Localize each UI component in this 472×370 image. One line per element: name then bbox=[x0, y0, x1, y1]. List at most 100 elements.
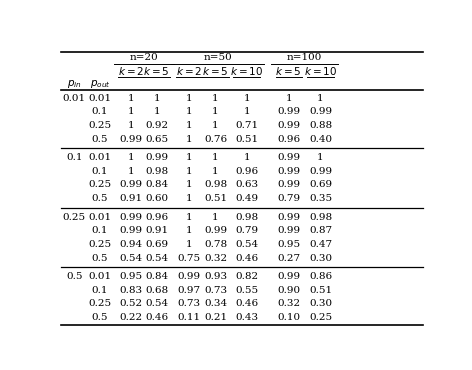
Text: 0.97: 0.97 bbox=[177, 286, 201, 295]
Text: 1: 1 bbox=[286, 94, 292, 102]
Text: 1: 1 bbox=[212, 107, 219, 116]
Text: $k = 5$: $k = 5$ bbox=[143, 65, 170, 77]
Text: 0.01: 0.01 bbox=[88, 212, 111, 222]
Text: 1: 1 bbox=[128, 121, 135, 130]
Text: 0.1: 0.1 bbox=[92, 167, 108, 176]
Text: 0.1: 0.1 bbox=[92, 226, 108, 235]
Text: 0.30: 0.30 bbox=[309, 299, 332, 308]
Text: 0.92: 0.92 bbox=[145, 121, 168, 130]
Text: 0.86: 0.86 bbox=[309, 272, 332, 281]
Text: 0.21: 0.21 bbox=[204, 313, 227, 322]
Text: 0.69: 0.69 bbox=[309, 181, 332, 189]
Text: 1: 1 bbox=[317, 153, 324, 162]
Text: 0.99: 0.99 bbox=[119, 135, 143, 144]
Text: 0.11: 0.11 bbox=[177, 313, 201, 322]
Text: 0.98: 0.98 bbox=[235, 212, 258, 222]
Text: 0.34: 0.34 bbox=[204, 299, 227, 308]
Text: 0.25: 0.25 bbox=[88, 299, 111, 308]
Text: 0.25: 0.25 bbox=[88, 181, 111, 189]
Text: 0.78: 0.78 bbox=[204, 240, 227, 249]
Text: 0.99: 0.99 bbox=[309, 167, 332, 176]
Text: 0.96: 0.96 bbox=[235, 167, 258, 176]
Text: 0.5: 0.5 bbox=[66, 272, 83, 281]
Text: 0.32: 0.32 bbox=[204, 253, 227, 263]
Text: 1: 1 bbox=[244, 107, 250, 116]
Text: 0.51: 0.51 bbox=[204, 194, 227, 203]
Text: 0.01: 0.01 bbox=[88, 272, 111, 281]
Text: 1: 1 bbox=[185, 226, 192, 235]
Text: 0.75: 0.75 bbox=[177, 253, 201, 263]
Text: 0.22: 0.22 bbox=[119, 313, 143, 322]
Text: 0.99: 0.99 bbox=[119, 181, 143, 189]
Text: 0.5: 0.5 bbox=[92, 253, 108, 263]
Text: 1: 1 bbox=[185, 194, 192, 203]
Text: 0.46: 0.46 bbox=[235, 299, 258, 308]
Text: n=20: n=20 bbox=[129, 53, 158, 62]
Text: 1: 1 bbox=[185, 240, 192, 249]
Text: 0.98: 0.98 bbox=[145, 167, 168, 176]
Text: 1: 1 bbox=[128, 167, 135, 176]
Text: 0.96: 0.96 bbox=[277, 135, 300, 144]
Text: 0.1: 0.1 bbox=[92, 107, 108, 116]
Text: 1: 1 bbox=[212, 167, 219, 176]
Text: 1: 1 bbox=[185, 181, 192, 189]
Text: 0.99: 0.99 bbox=[119, 212, 143, 222]
Text: 0.69: 0.69 bbox=[145, 240, 168, 249]
Text: 1: 1 bbox=[128, 107, 135, 116]
Text: 0.5: 0.5 bbox=[92, 313, 108, 322]
Text: $k = 10$: $k = 10$ bbox=[304, 65, 337, 77]
Text: 0.99: 0.99 bbox=[309, 107, 332, 116]
Text: 0.99: 0.99 bbox=[204, 226, 227, 235]
Text: 0.99: 0.99 bbox=[277, 167, 300, 176]
Text: 0.90: 0.90 bbox=[277, 286, 300, 295]
Text: 0.73: 0.73 bbox=[177, 299, 201, 308]
Text: 0.82: 0.82 bbox=[235, 272, 258, 281]
Text: 0.5: 0.5 bbox=[92, 194, 108, 203]
Text: 0.30: 0.30 bbox=[309, 253, 332, 263]
Text: 0.76: 0.76 bbox=[204, 135, 227, 144]
Text: 0.79: 0.79 bbox=[277, 194, 300, 203]
Text: 0.1: 0.1 bbox=[66, 153, 83, 162]
Text: 0.43: 0.43 bbox=[235, 313, 258, 322]
Text: 0.35: 0.35 bbox=[309, 194, 332, 203]
Text: 0.46: 0.46 bbox=[145, 313, 168, 322]
Text: $p_{out}$: $p_{out}$ bbox=[90, 78, 110, 90]
Text: 0.54: 0.54 bbox=[235, 240, 258, 249]
Text: 0.55: 0.55 bbox=[235, 286, 258, 295]
Text: 0.96: 0.96 bbox=[145, 212, 168, 222]
Text: 0.71: 0.71 bbox=[235, 121, 258, 130]
Text: 0.99: 0.99 bbox=[277, 153, 300, 162]
Text: 0.79: 0.79 bbox=[235, 226, 258, 235]
Text: 0.60: 0.60 bbox=[145, 194, 168, 203]
Text: 0.84: 0.84 bbox=[145, 181, 168, 189]
Text: 0.95: 0.95 bbox=[277, 240, 300, 249]
Text: 0.73: 0.73 bbox=[204, 286, 227, 295]
Text: 0.27: 0.27 bbox=[277, 253, 300, 263]
Text: 0.01: 0.01 bbox=[88, 94, 111, 102]
Text: 0.99: 0.99 bbox=[277, 226, 300, 235]
Text: $k = 2$: $k = 2$ bbox=[118, 65, 144, 77]
Text: 0.54: 0.54 bbox=[145, 299, 168, 308]
Text: 0.47: 0.47 bbox=[309, 240, 332, 249]
Text: 0.99: 0.99 bbox=[277, 212, 300, 222]
Text: 0.25: 0.25 bbox=[88, 240, 111, 249]
Text: 0.10: 0.10 bbox=[277, 313, 300, 322]
Text: 1: 1 bbox=[244, 153, 250, 162]
Text: 0.99: 0.99 bbox=[277, 121, 300, 130]
Text: 0.51: 0.51 bbox=[235, 135, 258, 144]
Text: 0.5: 0.5 bbox=[92, 135, 108, 144]
Text: 1: 1 bbox=[212, 121, 219, 130]
Text: 1: 1 bbox=[153, 94, 160, 102]
Text: 0.63: 0.63 bbox=[235, 181, 258, 189]
Text: 0.40: 0.40 bbox=[309, 135, 332, 144]
Text: 1: 1 bbox=[212, 212, 219, 222]
Text: 0.99: 0.99 bbox=[277, 181, 300, 189]
Text: 0.54: 0.54 bbox=[119, 253, 143, 263]
Text: 0.54: 0.54 bbox=[145, 253, 168, 263]
Text: 0.99: 0.99 bbox=[277, 272, 300, 281]
Text: 0.88: 0.88 bbox=[309, 121, 332, 130]
Text: 1: 1 bbox=[212, 153, 219, 162]
Text: 0.93: 0.93 bbox=[204, 272, 227, 281]
Text: 0.25: 0.25 bbox=[309, 313, 332, 322]
Text: 0.68: 0.68 bbox=[145, 286, 168, 295]
